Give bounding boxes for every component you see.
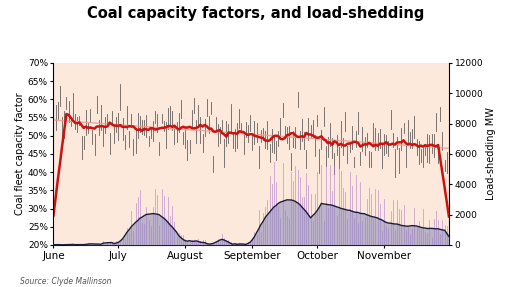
Y-axis label: Load-shedding MW: Load-shedding MW [486,107,496,200]
Text: Coal capacity factors, and load-shedding: Coal capacity factors, and load-shedding [87,6,424,21]
Text: Source: Clyde Mallinson: Source: Clyde Mallinson [20,277,112,286]
Y-axis label: Coal fleet capacity factor: Coal fleet capacity factor [15,93,25,215]
